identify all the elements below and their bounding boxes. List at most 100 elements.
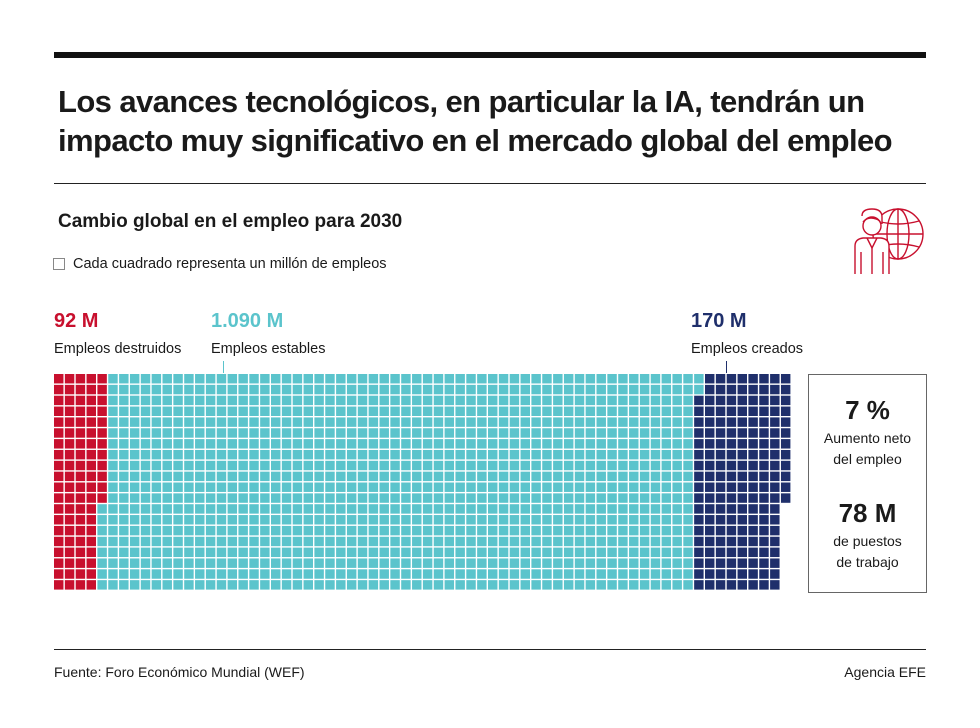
waffle-square-stable [238,471,248,482]
waffle-square-created [770,482,780,492]
waffle-square-stable [108,547,118,558]
waffle-square-stable [488,536,498,547]
waffle-square-stable [509,417,520,427]
waffle-square-created [694,536,704,547]
waffle-square-destroyed [64,471,75,482]
waffle-square-stable [650,493,661,503]
waffle-square-stable [509,536,520,547]
waffle-square-stable [433,558,444,568]
waffle-square-created [694,525,704,536]
waffle-square-stable [531,384,541,395]
waffle-square-stable [661,547,672,558]
waffle-square-stable [553,493,563,503]
waffle-square-created [759,406,769,416]
waffle-square-stable [672,515,682,525]
waffle-square-stable [238,515,248,525]
waffle-square-stable [129,493,140,503]
waffle-square-stable [422,580,433,590]
waffle-square-stable [184,580,194,590]
waffle-square-stable [607,536,617,547]
waffle-square-stable [97,504,107,514]
waffle-square-stable [401,406,411,416]
waffle-square-stable [553,515,563,525]
waffle-square-stable [509,460,520,471]
waffle-square-created [770,536,780,547]
waffle-square-stable [422,525,433,536]
waffle-square-destroyed [54,493,64,503]
waffle-square-destroyed [75,580,86,590]
waffle-square-stable [509,525,520,536]
waffle-square-stable [574,493,585,503]
waffle-square-stable [357,580,368,590]
waffle-square-stable [151,580,162,590]
waffle-square-stable [205,471,216,482]
waffle-square-stable [596,547,606,558]
waffle-square-stable [162,395,172,406]
waffle-square-stable [498,580,509,590]
waffle-square-stable [281,428,292,438]
waffle-square-stable [477,536,487,547]
waffle-square-stable [368,580,379,590]
waffle-square-stable [661,384,672,395]
waffle-square-stable [151,406,162,416]
waffle-square-stable [563,439,574,449]
waffle-square-stable [227,536,238,547]
waffle-square-stable [455,493,465,503]
waffle-square-stable [303,384,313,395]
waffle-square-stable [466,580,476,590]
waffle-square-stable [672,406,682,416]
waffle-square-stable [607,525,617,536]
waffle-square-stable [108,460,118,471]
waffle-square-stable [596,569,606,579]
waffle-square-stable [238,439,248,449]
waffle-square-stable [140,417,151,427]
waffle-square-stable [498,395,509,406]
waffle-square-stable [683,547,693,558]
waffle-square-stable [412,493,422,503]
waffle-square-stable [390,406,400,416]
waffle-square-created [759,374,769,384]
waffle-square-created [780,439,791,449]
waffle-square-destroyed [75,504,86,514]
waffle-square-stable [661,558,672,568]
waffle-square-stable [108,558,118,568]
waffle-square-stable [346,493,357,503]
waffle-square-stable [455,558,465,568]
waffle-square-stable [195,525,205,536]
waffle-square-created [726,406,737,416]
waffle-square-stable [466,515,476,525]
waffle-square-stable [629,536,639,547]
waffle-square-stable [607,395,617,406]
waffle-square-stable [650,580,661,590]
waffle-square-stable [108,374,118,384]
waffle-square-stable [140,536,151,547]
waffle-square-stable [520,417,530,427]
waffle-square-created [705,482,715,492]
waffle-square-stable [531,569,541,579]
waffle-square-created [770,493,780,503]
waffle-square-stable [477,580,487,590]
waffle-square-stable [281,558,292,568]
waffle-square-stable [477,406,487,416]
waffle-square-stable [238,569,248,579]
waffle-square-stable [477,395,487,406]
waffle-square-stable [129,439,140,449]
headline-line-2: impacto muy significativo en el mercado … [58,123,893,158]
waffle-square-stable [488,384,498,395]
waffle-square-stable [129,460,140,471]
waffle-square-stable [477,417,487,427]
waffle-square-destroyed [75,536,86,547]
waffle-square-stable [390,395,400,406]
waffle-square-stable [498,471,509,482]
waffle-square-stable [314,547,324,558]
waffle-square-stable [412,374,422,384]
waffle-square-stable [585,406,596,416]
waffle-square-stable [336,536,346,547]
waffle-square-stable [520,374,530,384]
waffle-square-created [694,406,704,416]
waffle-square-stable [596,482,606,492]
waffle-square-stable [629,493,639,503]
waffle-square-stable [249,493,259,503]
waffle-square-stable [488,439,498,449]
net-jobs-line-2: de trabajo [836,554,899,570]
